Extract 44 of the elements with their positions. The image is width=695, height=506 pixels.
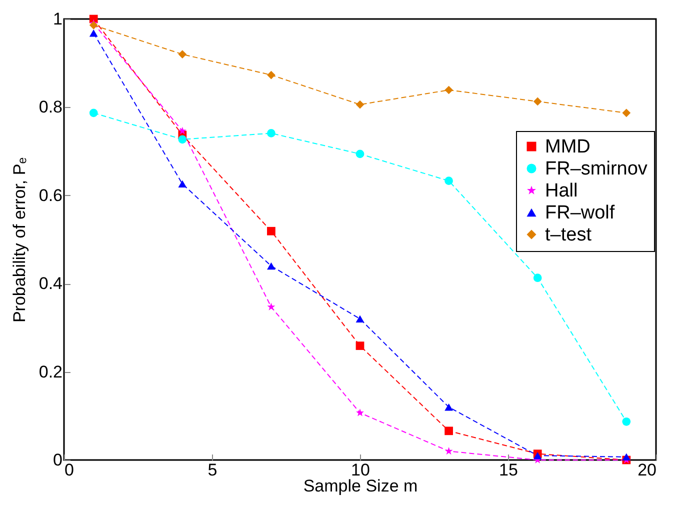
point — [178, 126, 186, 134]
point — [356, 342, 364, 350]
legend-label: FR–smirnov — [545, 158, 648, 180]
x-tick-label: 20 — [638, 460, 656, 480]
point — [267, 129, 276, 138]
point — [356, 408, 364, 416]
point — [444, 446, 453, 455]
x-tick-label: 5 — [208, 460, 218, 480]
point — [356, 315, 364, 323]
point — [444, 426, 453, 436]
y-tick-label: 0.6 — [38, 186, 62, 205]
point — [622, 108, 631, 118]
legend-label: t–test — [545, 224, 592, 246]
point — [622, 453, 631, 461]
point — [178, 180, 187, 188]
y-tick-label: 0.4 — [38, 274, 62, 294]
point — [267, 226, 276, 236]
y-tick-label: 0.8 — [38, 98, 62, 117]
point — [533, 274, 542, 282]
y-axis-title: Probability of error, Pₑ — [10, 157, 29, 323]
x-tick-label: 15 — [499, 460, 518, 480]
x-axis-title: Sample Size m — [303, 476, 418, 496]
point — [356, 100, 364, 109]
point — [444, 86, 453, 94]
point — [89, 20, 98, 30]
point — [178, 50, 187, 58]
x-tick-label: 0 — [64, 460, 74, 480]
point — [444, 403, 453, 411]
point — [267, 70, 276, 80]
point — [356, 150, 364, 158]
point — [622, 417, 631, 426]
point — [533, 97, 542, 106]
x-tick-label: 10 — [351, 460, 370, 480]
point — [89, 108, 98, 118]
point — [89, 29, 98, 37]
point — [267, 262, 276, 270]
legend-label: FR–wolf — [545, 202, 616, 224]
point — [178, 135, 187, 144]
y-tick-label: 1 — [53, 10, 62, 28]
point — [267, 302, 276, 310]
point — [444, 176, 453, 186]
legend-label: Hall — [545, 180, 578, 202]
y-tick-label: 0.2 — [38, 362, 62, 382]
legend-label: MMD — [545, 136, 590, 158]
